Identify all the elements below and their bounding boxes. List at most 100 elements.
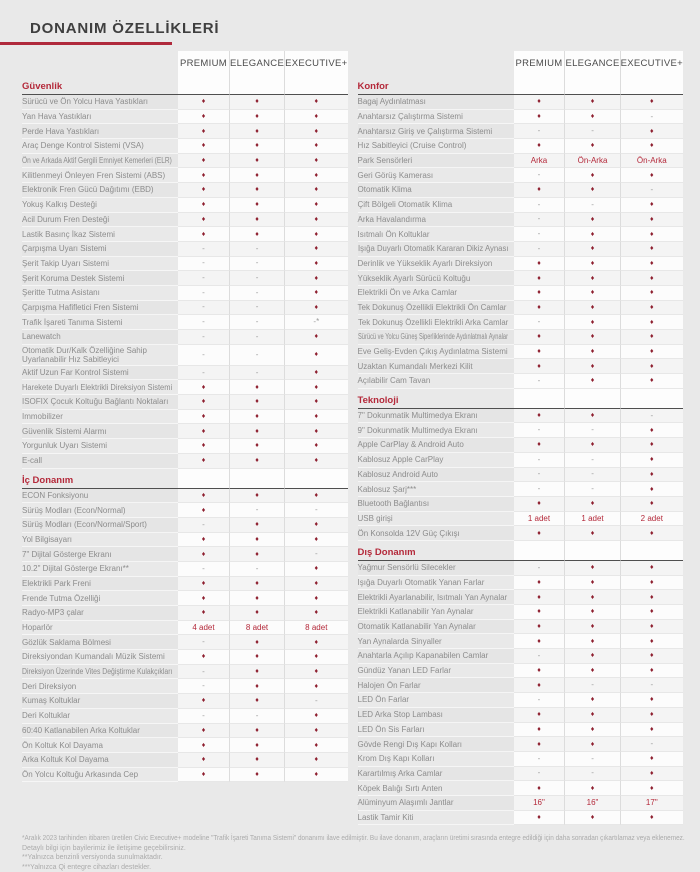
feature-label-text: Araç Denge Kontrol Sistemi (VSA) <box>22 141 144 151</box>
section-header-fill <box>513 388 565 409</box>
feature-label-text: Perde Hava Yastıkları <box>22 126 100 136</box>
feature-label-text: Kablosuz Apple CarPlay <box>357 455 444 465</box>
feature-value: - <box>228 315 285 330</box>
feature-label-text: LED Ön Farlar <box>357 695 410 705</box>
feature-value: ♦ <box>178 503 229 518</box>
not-available-dash: - <box>537 562 541 572</box>
feature-label: Tek Dokunuş Özellikli Elektrikli Arka Ca… <box>357 315 514 330</box>
standard-diamond-icon: ♦ <box>650 127 654 135</box>
section-header-fill <box>513 540 565 561</box>
feature-label: Anahtarsız Giriş ve Çalıştırma Sistemi <box>357 124 514 140</box>
feature-value: ♦ <box>228 767 285 783</box>
not-available-dash: - <box>255 710 259 720</box>
feature-value: ♦ <box>513 408 565 424</box>
not-available-dash: - <box>255 258 259 268</box>
standard-diamond-icon: ♦ <box>314 712 319 720</box>
feature-value: - <box>178 256 229 272</box>
feature-label: Halojen Ön Farlar <box>357 678 514 694</box>
feature-value: ♦ <box>284 453 348 469</box>
standard-diamond-icon: ♦ <box>590 186 595 194</box>
feature-label: 7" Dokunmatik Multimedya Ekranı <box>357 409 514 424</box>
standard-diamond-icon: ♦ <box>537 259 541 267</box>
feature-label: USB girişi <box>357 512 514 527</box>
feature-label-text: Gözlük Saklama Bölmesi <box>22 637 111 647</box>
not-available-dash: - <box>650 680 654 690</box>
standard-diamond-icon: ♦ <box>590 784 595 792</box>
feature-label: ECON Fonksiyonu <box>22 489 178 504</box>
standard-diamond-icon: ♦ <box>255 457 259 465</box>
feature-label-text: Arka Havalandırma <box>357 214 426 224</box>
standard-diamond-icon: ♦ <box>537 529 541 537</box>
feature-label-text: Ön Koltuk Kol Dayama <box>22 740 103 750</box>
not-available-dash: - <box>537 484 541 494</box>
not-available-dash: - <box>650 184 654 194</box>
feature-value: ♦ <box>284 679 348 695</box>
standard-diamond-icon: ♦ <box>314 245 319 253</box>
feature-label: Araç Denge Kontrol Sistemi (VSA) <box>22 139 178 154</box>
not-available-dash: - <box>537 650 541 660</box>
feature-value: ♦ <box>619 619 683 635</box>
standard-diamond-icon: ♦ <box>314 274 319 282</box>
standard-diamond-icon: ♦ <box>590 98 595 106</box>
feature-label: Otomatik Dur/Kalk Özelliğine Sahip Uyarl… <box>22 345 178 366</box>
feature-label: Ön Koltuk Kol Dayama <box>22 738 178 753</box>
not-available-dash: - <box>255 243 259 253</box>
feature-label: 7" Dijital Gösterge Ekranı <box>22 547 178 562</box>
feature-value: - <box>228 241 285 257</box>
feature-value: ♦ <box>564 359 620 375</box>
standard-diamond-icon: ♦ <box>537 813 541 821</box>
feature-label-text: Ön Yolcu Koltuğu Arkasında Cep <box>22 769 139 779</box>
standard-diamond-icon: ♦ <box>201 427 206 435</box>
feature-label: Yan Aynalarda Sinyaller <box>357 634 514 650</box>
feature-label: Yokuş Kalkış Desteği <box>22 198 178 213</box>
standard-diamond-icon: ♦ <box>314 201 319 209</box>
feature-value: ♦ <box>619 496 683 512</box>
feature-value: ♦ <box>564 496 620 512</box>
standard-diamond-icon: ♦ <box>314 413 319 421</box>
feature-label: Yağmur Sensörlü Silecekler <box>357 561 514 576</box>
feature-label: LED Ön Sis Farları <box>357 723 514 738</box>
page-header: DONANIM ÖZELLİKLERİ <box>0 0 700 45</box>
standard-diamond-icon: ♦ <box>650 769 654 777</box>
feature-value: ♦ <box>284 197 348 213</box>
feature-value: ♦ <box>284 752 348 768</box>
not-available-dash: - <box>202 349 205 359</box>
feature-value: ♦ <box>564 634 620 650</box>
standard-diamond-icon: ♦ <box>314 682 319 690</box>
feature-value: ♦ <box>564 227 620 242</box>
feature-value: ♦ <box>619 693 683 708</box>
feature-value: ♦ <box>513 575 565 591</box>
feature-value: ♦ <box>619 256 683 272</box>
feature-value: ♦ <box>564 619 620 635</box>
standard-diamond-icon: ♦ <box>314 215 319 223</box>
standard-diamond-icon: ♦ <box>537 333 541 341</box>
feature-label-text: 60:40 Katlanabilen Arka Koltuklar <box>22 725 140 735</box>
feature-label: Sürüş Modları (Econ/Normal) <box>22 503 178 518</box>
standard-diamond-icon: ♦ <box>314 756 319 764</box>
feature-value: ♦ <box>178 212 229 228</box>
feature-value: - <box>513 452 565 468</box>
footnote-line: Detaylı bilgi için bayilerimiz ile ileti… <box>22 844 690 853</box>
feature-value: - <box>228 256 285 272</box>
footnotes: *Aralık 2023 tarihinden itibaren üretile… <box>22 834 690 872</box>
feature-label: Direksiyondan Kumandalı Müzik Sistemi <box>22 650 178 665</box>
standard-diamond-icon: ♦ <box>314 594 319 602</box>
standard-diamond-icon: ♦ <box>255 157 259 165</box>
standard-diamond-icon: ♦ <box>255 230 259 238</box>
value-text: 16" <box>586 798 599 808</box>
standard-diamond-icon: ♦ <box>255 142 259 150</box>
feature-value: ♦ <box>228 439 285 454</box>
feature-label-text: Eve Geliş-Evden Çıkış Aydınlatma Sistemi <box>357 347 508 357</box>
feature-label: Hız Sabitleyici (Cruise Control) <box>357 139 514 154</box>
feature-value: ♦ <box>513 634 565 650</box>
feature-value: ♦ <box>284 488 348 504</box>
feature-value: ♦ <box>178 767 229 783</box>
feature-value: ♦ <box>284 380 348 396</box>
standard-diamond-icon: ♦ <box>650 500 654 508</box>
feature-value: ♦ <box>178 227 229 242</box>
section-header-fill <box>513 75 565 95</box>
standard-diamond-icon: ♦ <box>650 529 654 537</box>
column-header-elegance: ELEGANCE <box>564 51 620 75</box>
feature-value: ♦ <box>178 380 229 396</box>
not-available-dash: - <box>314 695 318 705</box>
